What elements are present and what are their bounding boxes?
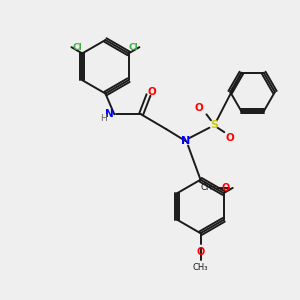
Text: N: N [105,109,113,119]
Text: CH₃: CH₃ [193,263,208,272]
Text: O: O [147,87,156,97]
Text: O: O [221,183,230,193]
Text: N: N [181,136,190,146]
Text: H: H [100,114,106,123]
Text: S: S [210,120,218,130]
Text: O: O [195,103,203,113]
Text: Cl: Cl [73,43,83,52]
Text: Cl: Cl [128,43,138,52]
Text: CH₃: CH₃ [200,183,216,192]
Text: O: O [196,247,205,257]
Text: O: O [226,133,235,143]
